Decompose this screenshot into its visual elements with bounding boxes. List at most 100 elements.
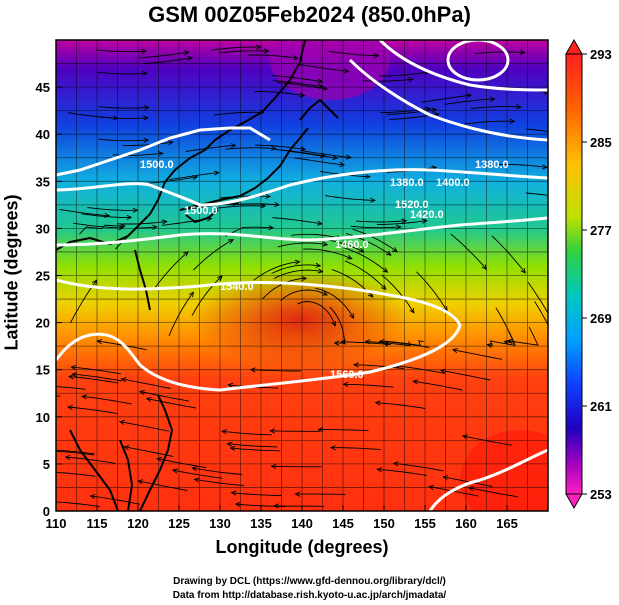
streamline-arrow	[274, 201, 280, 208]
streamline	[280, 289, 328, 301]
streamline	[194, 478, 245, 487]
streamline	[273, 269, 323, 279]
streamline-arrow	[142, 115, 149, 121]
streamline	[142, 57, 193, 65]
streamline	[154, 251, 189, 289]
streamline-arrow	[161, 219, 168, 225]
streamline	[468, 487, 519, 498]
streamline	[192, 467, 242, 475]
streamline	[172, 469, 223, 479]
streamline	[71, 366, 121, 375]
streamline-arrow	[317, 83, 324, 89]
streamline-arrow	[268, 225, 275, 231]
streamline-arrow	[71, 371, 78, 378]
streamline-arrow	[132, 207, 139, 213]
contour-label: 1560.0	[330, 369, 364, 381]
streamline	[352, 228, 398, 252]
streamline-arrow	[64, 454, 71, 461]
streamline-arrow	[269, 428, 276, 434]
streamline	[462, 435, 513, 446]
streamline-arrow	[182, 34, 187, 38]
streamline-arrow	[265, 193, 272, 199]
x-axis-label: Longitude (degrees)	[215, 537, 389, 557]
streamline	[98, 106, 149, 109]
streamline-arrow	[137, 479, 144, 485]
streamline-arrow	[331, 320, 337, 327]
streamline	[270, 430, 321, 432]
colorbar-tick-label: 285	[590, 135, 612, 150]
y-tick-label: 10	[36, 410, 50, 425]
streamline	[444, 98, 495, 105]
streamline-arrow	[156, 456, 163, 462]
streamline-arrow	[263, 48, 270, 54]
streamline	[413, 380, 463, 391]
streamline-arrow	[126, 214, 133, 221]
streamline-arrow	[89, 493, 96, 500]
streamline	[225, 226, 274, 237]
streamline-arrow	[81, 394, 88, 400]
streamline-arrow	[520, 267, 526, 274]
x-tick-label: 135	[250, 516, 272, 531]
streamline	[157, 458, 207, 468]
x-tick-label: 155	[414, 516, 436, 531]
streamline	[291, 233, 341, 240]
streamline	[344, 247, 388, 273]
streamline-arrow	[376, 467, 383, 473]
x-tick-label: 140	[291, 516, 313, 531]
streamline-arrow	[316, 220, 323, 226]
y-tick-label: 20	[36, 316, 50, 331]
y-tick-label: 0	[43, 504, 50, 519]
y-axis-label: Latitude (degrees)	[1, 194, 22, 351]
streamline	[354, 364, 404, 370]
streamline	[362, 78, 413, 82]
streamline-arrow	[249, 367, 256, 373]
streamline	[330, 447, 381, 451]
streamline	[318, 429, 369, 432]
streamline-arrow	[451, 348, 458, 354]
streamline	[255, 144, 306, 150]
streamline	[98, 138, 149, 142]
colorbar-tick-label: 253	[590, 487, 612, 502]
streamline	[377, 468, 427, 476]
streamline-arrow	[367, 292, 374, 298]
contour-label: 1500.0	[140, 159, 174, 171]
x-tick-label: 115	[87, 516, 108, 531]
streamline-arrow	[187, 55, 194, 61]
x-tick-label: 130	[209, 516, 231, 531]
streamline-arrow	[183, 250, 189, 257]
streamline	[350, 225, 401, 229]
streamline	[315, 287, 354, 319]
streamline-arrow	[554, 340, 558, 345]
streamline-arrow	[481, 264, 488, 271]
streamline	[344, 260, 387, 290]
y-tick-label: 35	[36, 174, 50, 189]
streamline-arrow	[123, 445, 130, 451]
streamline-arrow	[374, 400, 381, 406]
streamline	[218, 50, 269, 54]
streamline	[146, 398, 196, 409]
streamline-arrow	[409, 307, 415, 314]
streamline-arrow	[234, 501, 241, 507]
streamline-arrow	[138, 389, 145, 395]
streamline	[474, 51, 525, 55]
streamline	[303, 248, 352, 260]
streamline-arrow	[373, 52, 380, 59]
streamline-arrow	[322, 241, 329, 247]
streamline-arrow	[36, 384, 41, 388]
streamline-arrow	[145, 396, 152, 402]
credit-drawing: Drawing by DCL (https://www.gfd-dennou.o…	[173, 576, 446, 587]
streamline	[73, 222, 124, 229]
streamline	[138, 480, 188, 491]
streamline-arrow	[301, 276, 308, 282]
contour-label: 1460.0	[335, 239, 369, 251]
streamline-arrow	[44, 449, 49, 453]
streamline-arrow	[461, 434, 468, 440]
streamline-arrow	[385, 250, 392, 256]
streamline-arrow	[519, 49, 526, 55]
streamline	[227, 443, 278, 448]
streamline-arrow	[321, 290, 328, 296]
streamline-arrow	[489, 96, 496, 102]
contour-label: 1540.0	[220, 281, 254, 293]
streamline	[343, 383, 394, 388]
streamline	[534, 301, 548, 326]
